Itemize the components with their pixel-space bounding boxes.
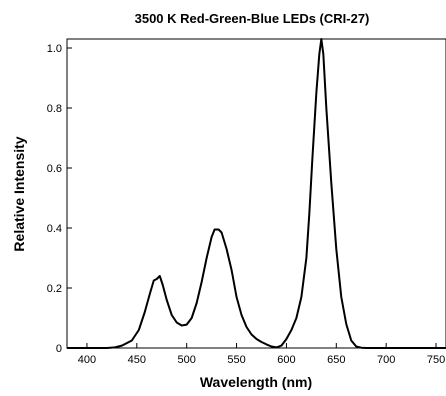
y-tick-label: 0 [56, 343, 62, 355]
spectrum-curve [67, 38, 446, 349]
y-tick-label: 0.4 [47, 223, 62, 235]
x-axis-label: Wavelength (nm) [200, 374, 312, 390]
x-tick-label: 450 [128, 354, 146, 366]
y-tick-label: 0.6 [47, 163, 62, 175]
x-tick-label: 600 [277, 354, 295, 366]
plot-frame [66, 38, 446, 349]
y-tick-label: 0.8 [47, 103, 62, 115]
axis-ticks: 400 450 500 550 600 650 700 750 0 0.2 0.4 0.6 0.8 1.0 [47, 43, 446, 366]
y-tick-label: 0.2 [47, 283, 62, 295]
x-tick-label: 700 [377, 354, 395, 366]
x-tick-label: 550 [227, 354, 245, 366]
y-axis-label: Relative Intensity [11, 136, 27, 251]
x-tick-label: 750 [427, 354, 445, 366]
chart-title: 3500 K Red-Green-Blue LEDs (CRI-27) [135, 11, 370, 26]
y-tick-label: 1.0 [47, 43, 62, 55]
x-tick-label: 500 [178, 354, 196, 366]
x-tick-label: 400 [78, 354, 96, 366]
x-tick-label: 650 [327, 354, 345, 366]
